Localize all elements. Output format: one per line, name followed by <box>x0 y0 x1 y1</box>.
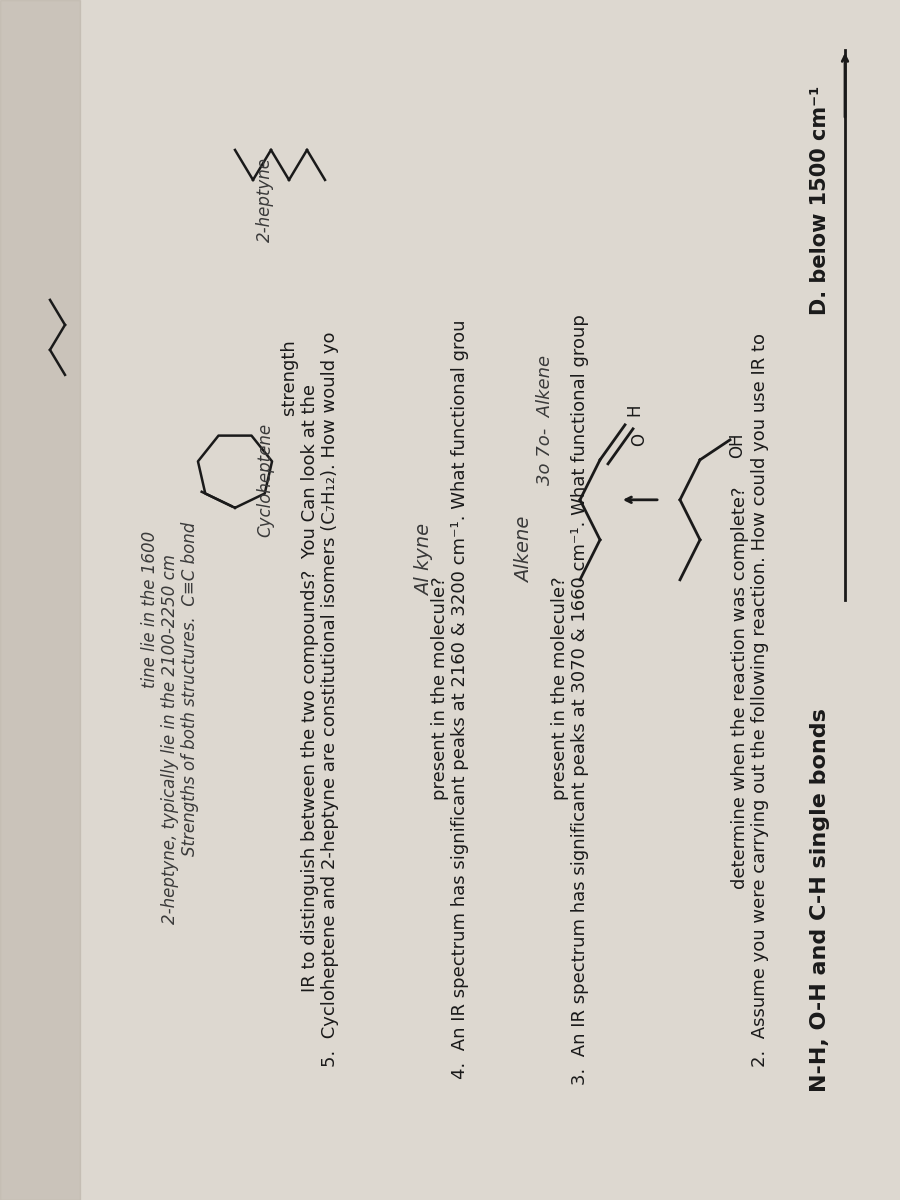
Text: D. below 1500 cm⁻¹: D. below 1500 cm⁻¹ <box>810 85 830 314</box>
Text: Al kyne: Al kyne <box>416 523 435 596</box>
Text: determine when the reaction was complete?: determine when the reaction was complete… <box>731 487 749 912</box>
Text: 2.  Assume you were carrying out the following reaction. How could you use IR to: 2. Assume you were carrying out the foll… <box>751 332 769 1067</box>
Bar <box>0 0 80 1200</box>
Text: H: H <box>625 403 643 416</box>
Text: present in the molecule?: present in the molecule? <box>431 576 449 823</box>
Text: 3.  An IR spectrum has significant peaks at 3070 & 1660 cm⁻¹. What functional gr: 3. An IR spectrum has significant peaks … <box>571 314 589 1085</box>
Text: strength: strength <box>281 341 299 439</box>
Text: O: O <box>630 433 648 446</box>
Text: 5.  Cycloheptene and 2-heptyne are constitutional isomers (C₇H₁₂). How would yo: 5. Cycloheptene and 2-heptyne are consti… <box>321 332 339 1068</box>
Text: Strengths of both structures.  C≡C bond: Strengths of both structures. C≡C bond <box>181 522 199 877</box>
Text: 4.  An IR spectrum has significant peaks at 2160 & 3200 cm⁻¹. What functional gr: 4. An IR spectrum has significant peaks … <box>451 320 469 1080</box>
Text: tine lie in the 1600: tine lie in the 1600 <box>141 530 159 709</box>
Text: Alkene: Alkene <box>516 517 535 583</box>
Text: N-H, O-H and C-H single bonds: N-H, O-H and C-H single bonds <box>810 708 830 1092</box>
Text: OH: OH <box>728 432 746 457</box>
Text: IR to distinguish between the two compounds?  You Can look at the: IR to distinguish between the two compou… <box>301 384 319 1015</box>
Text: 2-heptyne, typically lie in the 2100-2250 cm: 2-heptyne, typically lie in the 2100-225… <box>161 554 179 946</box>
Text: 2-heptyne: 2-heptyne <box>256 157 274 242</box>
Text: 3o 7o-  Alkene: 3o 7o- Alkene <box>536 355 554 485</box>
Text: Cycloheptene: Cycloheptene <box>256 422 274 536</box>
Text: present in the molecule?: present in the molecule? <box>551 576 569 823</box>
